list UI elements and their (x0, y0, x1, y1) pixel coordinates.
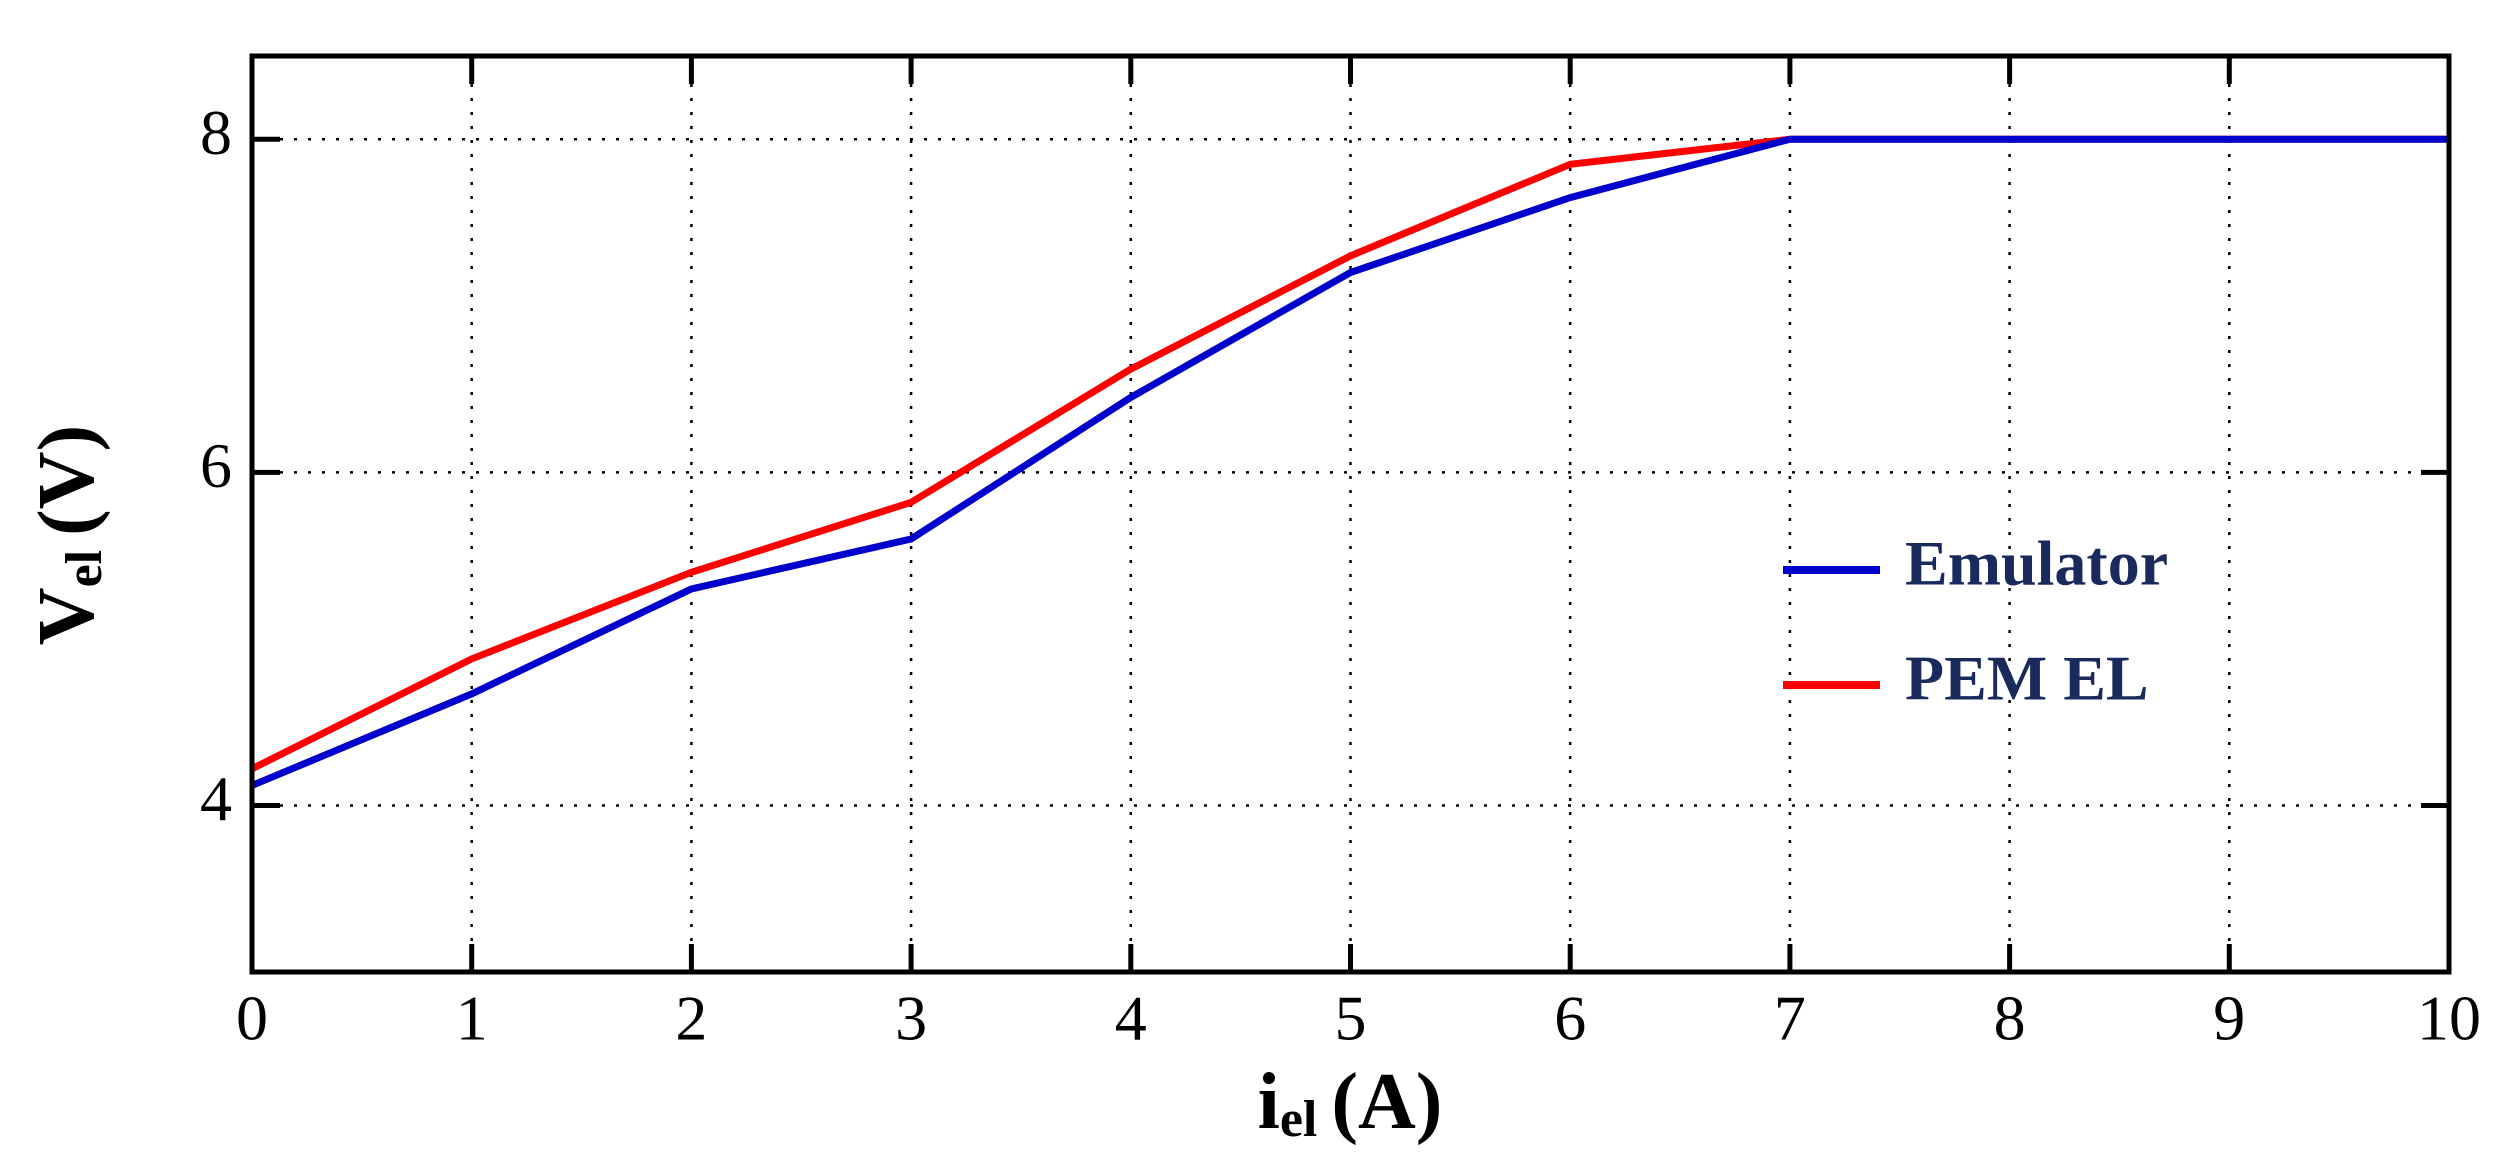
y-label-unit: (V) (23, 425, 111, 536)
x-axis-label: iel (A) (1258, 1058, 1443, 1148)
plot-frame (249, 53, 2452, 975)
x-tick-label: 4 (1115, 983, 1147, 1054)
data-line (250, 135, 2449, 789)
y-label-main: V (23, 587, 111, 645)
x-label-sub: el (1280, 1091, 1318, 1148)
y-label-sub: el (56, 550, 113, 588)
x-tick-label: 10 (2417, 983, 2481, 1054)
y-tick-label: 8 (200, 97, 232, 168)
y-tick-label: 4 (200, 763, 232, 834)
x-tick-label: 5 (1335, 983, 1367, 1054)
legend-label: Emulator (1905, 528, 2168, 599)
x-tick-label: 2 (675, 983, 707, 1054)
x-label-main: i (1258, 1058, 1280, 1146)
x-tick-label: 7 (1774, 983, 1806, 1054)
y-axis-label: Vel (V) (23, 425, 113, 645)
x-tick-label: 1 (456, 983, 488, 1054)
x-tick-label: 6 (1554, 983, 1586, 1054)
x-tick-label: 8 (1994, 983, 2026, 1054)
legend-label: PEM EL (1905, 643, 2149, 714)
x-tick-label: 0 (236, 983, 268, 1054)
y-tick-label: 6 (200, 430, 232, 501)
x-label-unit: (A) (1331, 1058, 1442, 1146)
x-tick-label: 3 (895, 983, 927, 1054)
x-tick-label: 9 (2213, 983, 2245, 1054)
